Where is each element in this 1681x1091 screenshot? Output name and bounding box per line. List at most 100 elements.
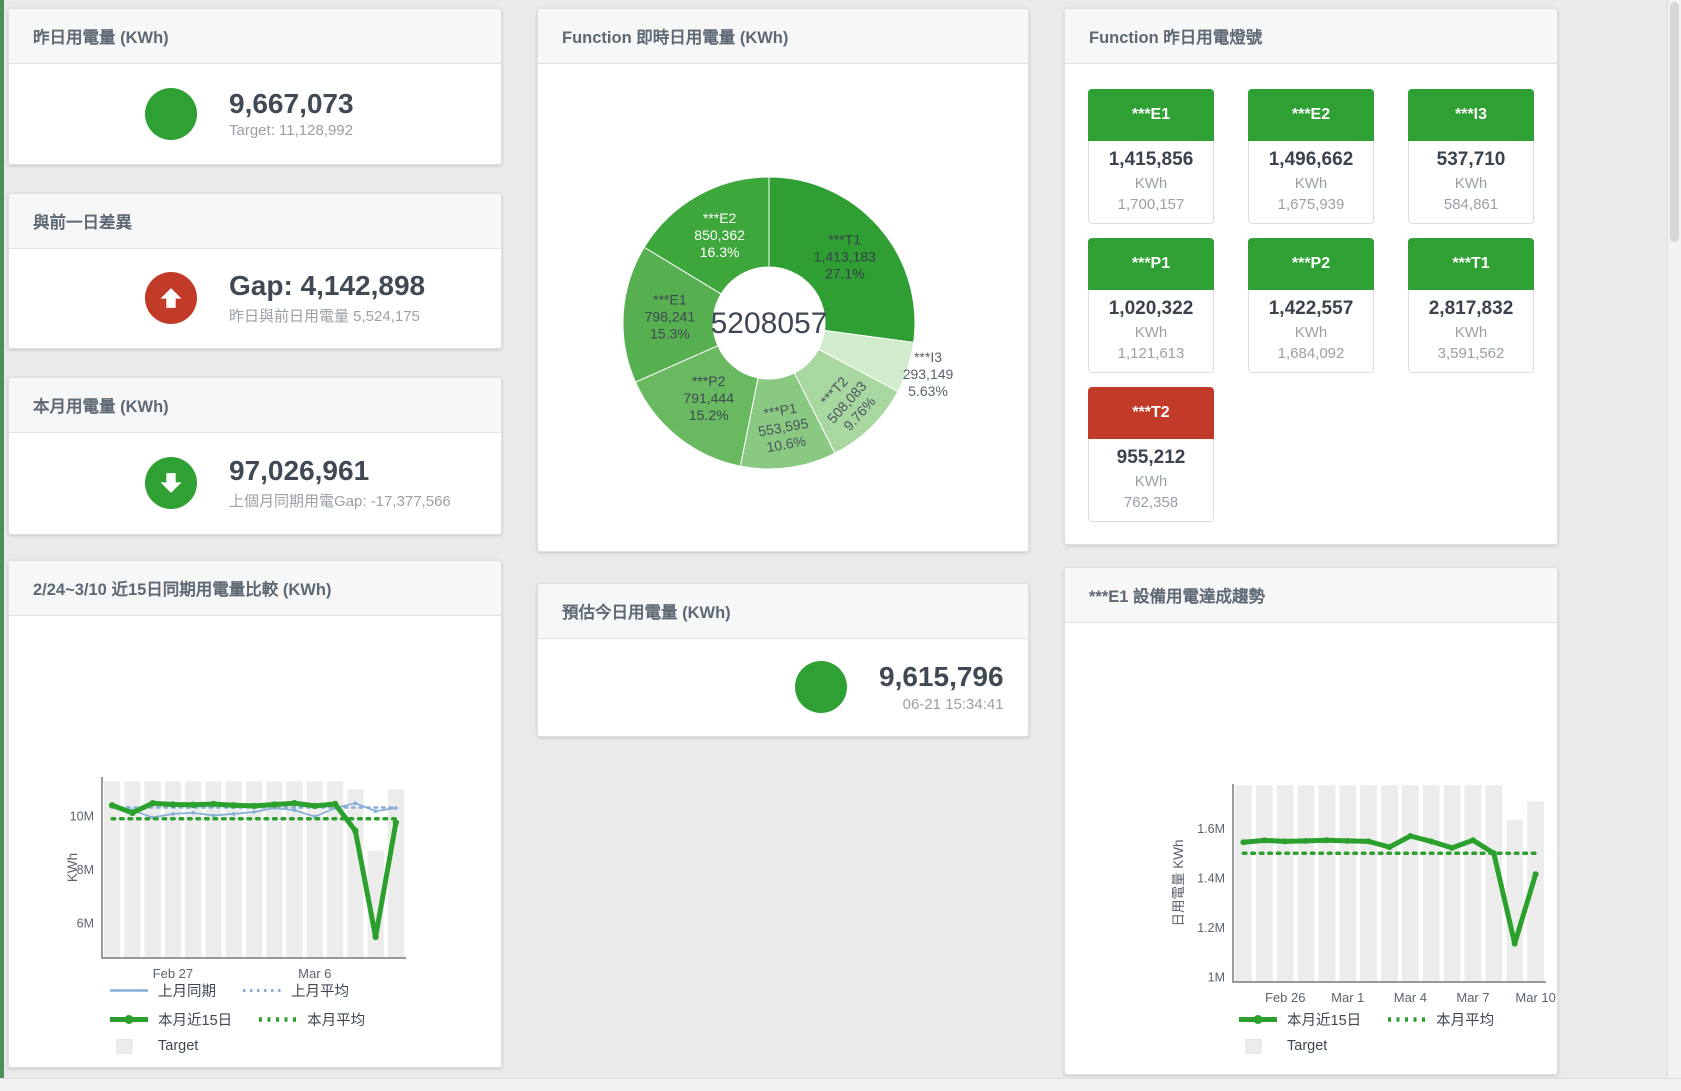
- donut-slice-label: ***T1 1,413,183 27.1%: [814, 232, 876, 282]
- tile-label: ***E2: [1248, 89, 1374, 141]
- target-bar: [1318, 785, 1336, 982]
- tile-body: 1,496,662 KWh 1,675,939: [1248, 141, 1374, 224]
- legend-label: 上月平均: [291, 984, 349, 1000]
- target-bar: [144, 781, 161, 958]
- donut-center-total: 5208057: [711, 307, 828, 340]
- donut-chart: ***T1 1,413,183 27.1% ***I3 293,149 5.63% ***T…: [538, 64, 1028, 556]
- legend-row: 上月同期 上月平均: [109, 980, 365, 1001]
- series-point: [1511, 940, 1518, 947]
- donut-slice-P2: [634, 345, 759, 467]
- legend-label: 本月平均: [1436, 1013, 1495, 1029]
- panel-title: 預估今日用電量 (KWh): [562, 604, 731, 622]
- vertical-scrollbar-thumb[interactable]: [1670, 2, 1679, 242]
- series-point: [1282, 838, 1289, 845]
- series-point: [191, 811, 195, 815]
- stat-target: 上個月同期用電Gap: -17,377,566: [229, 492, 451, 510]
- trend-chart-legend: 本月近15日 本月平均 Target: [1238, 1009, 1494, 1054]
- legend-item[interactable]: 本月近15日: [1238, 1009, 1361, 1030]
- tile-target: 762,358: [1123, 494, 1179, 511]
- panel-title: 2/24~3/10 近15日同期用電量比較 (KWh): [33, 581, 332, 599]
- donut-slice-label: ***I3 293,149 5.63%: [903, 349, 954, 399]
- series-point: [1303, 837, 1309, 844]
- donut-slice-label: ***E2 850,362 16.3%: [694, 210, 745, 260]
- series-point: [1532, 871, 1539, 878]
- status-tile-P1: ***P1 1,020,322 KWh 1,121,613: [1088, 238, 1214, 373]
- legend-swatch-thick: [110, 1015, 148, 1024]
- tile-label: ***T2: [1088, 387, 1214, 439]
- panel-month-usage-header: 本月用電量 (KWh): [9, 378, 501, 433]
- target-bar: [1527, 801, 1544, 982]
- legend-item[interactable]: Target: [109, 1038, 198, 1054]
- stat-value: Gap: 4,142,898: [229, 270, 426, 302]
- series-point: [271, 801, 278, 808]
- legend-item[interactable]: 本月近15日: [109, 1009, 232, 1030]
- legend-label: Target: [158, 1038, 199, 1054]
- tile-target: 584,861: [1443, 196, 1499, 213]
- status-tile-E2: ***E2 1,496,662 KWh 1,675,939: [1248, 89, 1374, 224]
- tile-label: ***P2: [1248, 238, 1374, 290]
- tile-target: 1,121,613: [1117, 345, 1185, 362]
- y-tick-label: 1M: [1208, 971, 1225, 985]
- legend-item[interactable]: 本月平均: [1387, 1009, 1494, 1030]
- panel-yesterday-usage: 昨日用電量 (KWh) 9,667,073 Target: 11,128,992: [8, 8, 502, 165]
- stat-value: 9,667,073: [229, 87, 354, 119]
- target-bar: [185, 781, 202, 958]
- panel-title: 昨日用電量 (KWh): [33, 29, 169, 47]
- panel-month-usage: 本月用電量 (KWh) 97,026,961 上個月同期用電Gap: -17,3…: [8, 377, 502, 535]
- legend-item[interactable]: 本月平均: [258, 1009, 365, 1030]
- target-bar: [327, 781, 344, 958]
- legend-swatch-dotted-thick: [1388, 1017, 1427, 1022]
- target-bar: [225, 781, 242, 958]
- x-tick-label: Mar 4: [1394, 990, 1427, 1005]
- horizontal-scrollbar[interactable]: [0, 1078, 1681, 1091]
- tile-value: 1,496,662: [1268, 149, 1354, 170]
- y-tick-label: 1.4M: [1197, 872, 1225, 886]
- vertical-scrollbar[interactable]: [1667, 0, 1681, 1091]
- target-bar: [286, 781, 303, 958]
- target-bar: [124, 781, 141, 958]
- panel-realtime-donut-header: Function 即時日用電量 (KWh): [538, 9, 1028, 64]
- panel-title: ***E1 設備用電達成趨勢: [1089, 588, 1266, 606]
- legend-swatch-dotted-thick: [259, 1017, 298, 1022]
- status-tile-T2: ***T2 955,212 KWh 762,358: [1088, 387, 1214, 522]
- panel-title: 本月用電量 (KWh): [33, 398, 169, 416]
- target-bar: [1339, 785, 1357, 982]
- tile-unit: KWh: [1294, 324, 1328, 341]
- series-point: [1407, 833, 1414, 839]
- legend-label: 本月平均: [307, 1013, 366, 1029]
- series-point: [291, 800, 298, 807]
- panel-usage-lights: Function 昨日用電燈號 ***E1 1,415,856 KWh 1,700,1…: [1064, 8, 1558, 545]
- y-axis-title: KWh: [65, 853, 80, 882]
- target-bar: [1485, 785, 1503, 982]
- axis-lines: [101, 777, 406, 959]
- target-bar: [1276, 785, 1294, 982]
- tile-unit: KWh: [1454, 175, 1488, 192]
- series-point: [252, 810, 256, 814]
- series-point: [171, 812, 175, 816]
- stat-value: 97,026,961: [229, 455, 370, 487]
- target-bar: [1235, 785, 1252, 982]
- tile-value: 1,020,322: [1108, 298, 1194, 319]
- left-accent-bar: [0, 0, 4, 1091]
- tile-value: 1,422,557: [1268, 298, 1354, 319]
- series-point: [250, 802, 258, 810]
- series-point: [129, 809, 136, 816]
- legend-item[interactable]: 上月平均: [242, 980, 349, 1001]
- legend-swatch-thick: [1239, 1015, 1277, 1024]
- up-arrow-icon: [145, 271, 197, 324]
- donut-slice-label: ***P1553,59510.6%: [754, 398, 813, 456]
- legend-item[interactable]: Target: [1238, 1038, 1327, 1054]
- target-bar: [1402, 785, 1419, 982]
- x-tick-label: Mar 6: [298, 966, 331, 981]
- target-bar: [164, 781, 181, 958]
- series-point: [392, 819, 400, 826]
- legend-item[interactable]: 上月同期: [109, 980, 216, 1001]
- stat-timestamp: 06-21 15:34:41: [902, 695, 1004, 713]
- donut-slice-E1: [622, 246, 722, 383]
- series-point: [231, 812, 236, 816]
- legend-swatch-solid: [110, 989, 148, 992]
- x-tick-label: Feb 27: [153, 966, 193, 981]
- compare-chart-svg: 6M 8M 10M Feb 27 Mar 6 KWh: [65, 777, 406, 981]
- realtime-donut-svg: ***T1 1,413,183 27.1%***I3 293,149 5.63%***T…: [622, 176, 954, 470]
- tile-body: 1,020,322 KWh 1,121,613: [1088, 290, 1214, 373]
